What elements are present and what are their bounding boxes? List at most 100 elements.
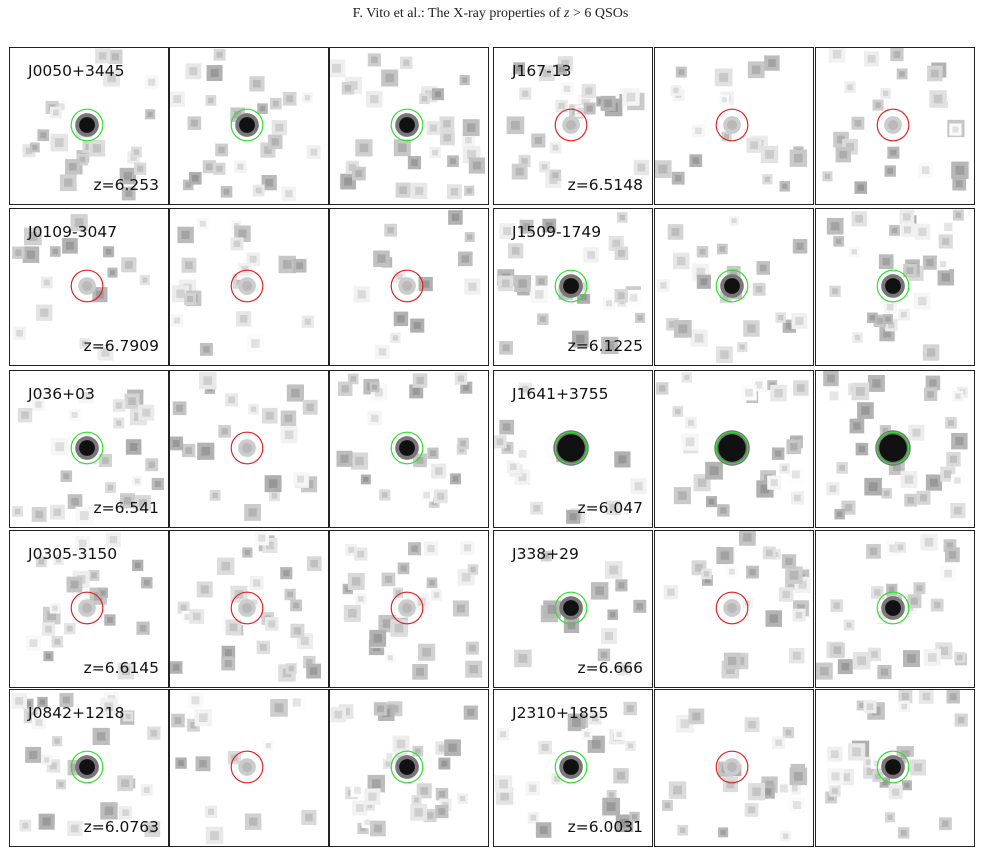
source-blob — [242, 281, 252, 291]
background-speckle-core — [927, 391, 934, 398]
background-speckle-core — [841, 662, 850, 671]
source-blob — [242, 443, 252, 453]
background-speckle-core — [386, 753, 393, 760]
qso-panel — [329, 689, 489, 847]
xray-image — [170, 531, 322, 682]
background-speckle-core — [760, 484, 770, 494]
qso-panel — [169, 689, 329, 847]
background-speckle-core — [854, 120, 862, 127]
qso-name-label: J0842+1218 — [28, 704, 125, 722]
background-speckle-core — [922, 692, 931, 701]
background-speckle-core — [63, 473, 70, 480]
background-speckle-core — [460, 440, 466, 447]
background-speckle-core — [52, 109, 59, 116]
background-speckle-core — [866, 703, 874, 711]
background-speckle-core — [929, 478, 939, 487]
background-speckle-core — [846, 622, 852, 628]
background-speckle-core — [423, 491, 430, 499]
background-speckle-core — [66, 625, 73, 632]
background-speckle-core — [360, 825, 366, 832]
background-speckle-core — [883, 90, 889, 96]
background-speckle-core — [680, 719, 690, 729]
background-speckle-core — [878, 611, 887, 620]
background-speckle-core — [785, 322, 793, 330]
background-speckle-core — [367, 803, 373, 809]
background-speckle-core — [785, 729, 792, 736]
source-blob — [242, 762, 252, 772]
background-speckle-core — [173, 95, 182, 104]
detection-circle-green — [876, 269, 910, 303]
background-speckle-core — [184, 613, 191, 620]
background-speckle-core — [839, 150, 848, 159]
background-speckle-core — [282, 260, 292, 269]
background-speckle-core — [264, 146, 272, 154]
background-speckle-core — [704, 577, 711, 584]
background-speckle-core — [891, 227, 898, 234]
qso-panel — [654, 370, 814, 528]
qso-name-label: J0050+3445 — [28, 62, 125, 80]
background-speckle-core — [851, 249, 857, 255]
background-speckle-core — [249, 817, 258, 826]
background-speckle-core — [467, 234, 473, 240]
background-speckle-core — [374, 388, 383, 397]
background-speckle-core — [172, 439, 180, 447]
redshift-label: z=6.6145 — [83, 659, 159, 677]
background-speckle-core — [189, 67, 198, 76]
background-speckle-core — [875, 102, 881, 108]
background-speckle-core — [451, 213, 460, 222]
background-speckle-core — [926, 348, 936, 357]
background-speckle-core — [942, 237, 950, 245]
background-speckle-core — [377, 254, 386, 263]
background-speckle-core — [82, 392, 91, 400]
redshift-label: z=6.666 — [577, 659, 644, 677]
qso-name-label: J0109-3047 — [28, 223, 118, 241]
qso-name-label: J338+29 — [512, 545, 579, 563]
detection-circle-green — [390, 431, 424, 465]
detection-circle-green — [715, 269, 749, 303]
background-speckle-core — [180, 604, 187, 611]
background-speckle-core — [125, 261, 133, 269]
background-speckle-core — [591, 739, 601, 749]
background-speckle-core — [45, 625, 52, 633]
background-speckle-core — [427, 545, 435, 553]
background-speckle-core — [212, 492, 218, 499]
background-speckle-core — [309, 667, 318, 675]
background-speckle-core — [371, 779, 381, 789]
background-speckle-core — [791, 784, 798, 792]
background-speckle-core — [904, 475, 914, 484]
background-speckle-core — [910, 597, 918, 605]
background-speckle-core — [779, 784, 788, 793]
background-speckle-core — [572, 717, 581, 727]
background-speckle-core — [819, 666, 829, 676]
background-speckle-core — [422, 647, 431, 657]
background-speckle-core — [121, 779, 130, 788]
background-speckle-core — [752, 65, 761, 74]
xray-image — [662, 708, 808, 842]
background-speckle-core — [828, 794, 835, 801]
redshift-label: z=6.0031 — [567, 818, 643, 836]
background-speckle-core — [244, 549, 250, 556]
background-speckle-core — [461, 255, 469, 263]
nondetection-circle-red — [715, 750, 749, 784]
xray-image — [655, 55, 808, 192]
background-speckle-core — [609, 565, 619, 575]
background-speckle-core — [884, 490, 890, 496]
background-speckle-core — [844, 504, 852, 512]
header-prefix: F. Vito et al.: The X-ray properties of — [352, 6, 561, 21]
background-speckle-core — [832, 49, 842, 59]
background-speckle-core — [500, 791, 509, 801]
background-speckle-core — [306, 403, 314, 412]
background-speckle-core — [344, 177, 353, 186]
background-speckle-core — [416, 456, 424, 464]
background-speckle-core — [522, 90, 529, 97]
background-speckle-core — [765, 780, 774, 789]
source-blob — [566, 120, 576, 130]
xray-image — [826, 209, 964, 361]
background-speckle-core — [443, 120, 451, 128]
background-speckle-core — [450, 187, 459, 196]
background-speckle-core — [357, 290, 366, 299]
background-speckle-core — [867, 55, 876, 63]
background-speckle-core — [116, 420, 122, 426]
background-speckle-core — [378, 348, 387, 356]
background-speckle-core — [25, 147, 33, 155]
